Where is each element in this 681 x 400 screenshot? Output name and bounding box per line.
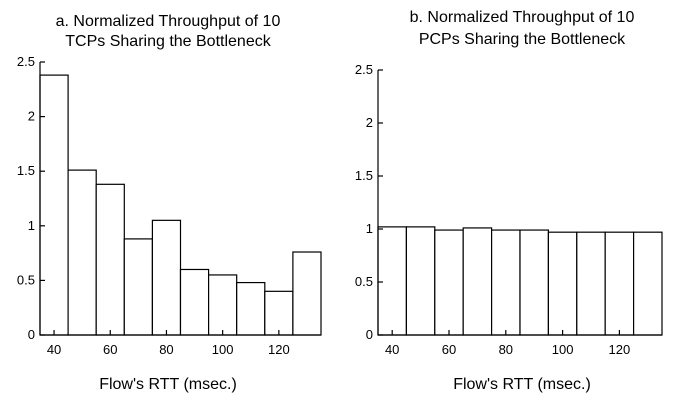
x-tick-label: 40 — [385, 342, 399, 357]
x-tick-label: 120 — [609, 342, 631, 357]
x-tick-label: 80 — [499, 342, 513, 357]
y-tick-label: 2.5 — [355, 62, 373, 77]
bar — [292, 251, 322, 336]
bar — [208, 274, 238, 336]
bar — [405, 226, 436, 336]
x-tick-label: 100 — [212, 342, 234, 357]
bar — [576, 231, 606, 336]
y-tick-label: 1.5 — [17, 163, 35, 178]
bar — [236, 281, 266, 336]
y-tick-label: 0 — [28, 327, 35, 342]
y-tick-label: 2.5 — [17, 54, 35, 69]
x-tick-label: 60 — [103, 342, 117, 357]
chart-title-line: a. Normalized Throughput of 10 — [56, 13, 281, 30]
bar — [434, 229, 464, 336]
x-tick-label: 60 — [442, 342, 456, 357]
y-tick-label: 0 — [366, 327, 373, 342]
bar — [547, 231, 578, 336]
chart-title-line: b. Normalized Throughput of 10 — [410, 9, 635, 26]
bar — [604, 231, 635, 336]
chart-title-line: PCPs Sharing the Bottleneck — [419, 31, 626, 48]
bar — [39, 74, 69, 336]
chart-panel-b: b. Normalized Throughput of 10 PCPs Shari… — [355, 9, 663, 393]
x-tick-label: 80 — [159, 342, 173, 357]
y-tick-label: 2 — [366, 115, 373, 130]
chart-panel-a: a. Normalized Throughput of 10 TCPs Shari… — [17, 13, 322, 393]
bar — [67, 169, 97, 336]
x-tick-label: 40 — [47, 342, 61, 357]
bar — [179, 268, 210, 336]
bar — [264, 290, 294, 336]
bar — [377, 226, 407, 336]
x-axis-label: Flow's RTT (msec.) — [99, 376, 237, 393]
y-tick-label: 0.5 — [355, 274, 373, 289]
bar — [95, 183, 125, 336]
bar — [123, 238, 154, 336]
bar — [462, 227, 493, 336]
y-tick-label: 1.5 — [355, 168, 373, 183]
y-tick-label: 1 — [28, 218, 35, 233]
x-tick-label: 100 — [552, 342, 574, 357]
y-tick-label: 2 — [28, 109, 35, 124]
chart-title-line: TCPs Sharing the Bottleneck — [65, 33, 271, 50]
y-tick-label: 1 — [366, 221, 373, 236]
y-tick-label: 0.5 — [17, 272, 35, 287]
bar — [632, 231, 663, 336]
x-axis-label: Flow's RTT (msec.) — [453, 376, 591, 393]
bar — [151, 219, 182, 336]
bar — [491, 229, 521, 336]
x-tick-label: 120 — [268, 342, 290, 357]
bar — [519, 229, 549, 336]
